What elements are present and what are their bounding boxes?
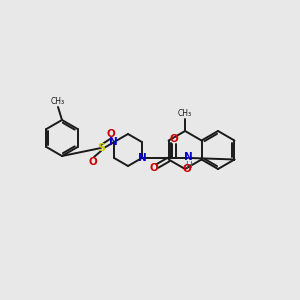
Text: N: N xyxy=(139,153,147,163)
Text: N: N xyxy=(109,137,118,147)
Text: N: N xyxy=(184,152,193,162)
Text: O: O xyxy=(149,163,158,173)
Text: CH₃: CH₃ xyxy=(178,110,192,118)
Text: CH₃: CH₃ xyxy=(51,97,65,106)
Text: O: O xyxy=(183,164,191,174)
Text: O: O xyxy=(169,134,178,144)
Text: S: S xyxy=(97,143,105,153)
Text: H: H xyxy=(185,160,192,169)
Text: O: O xyxy=(106,129,116,139)
Text: O: O xyxy=(88,157,98,167)
